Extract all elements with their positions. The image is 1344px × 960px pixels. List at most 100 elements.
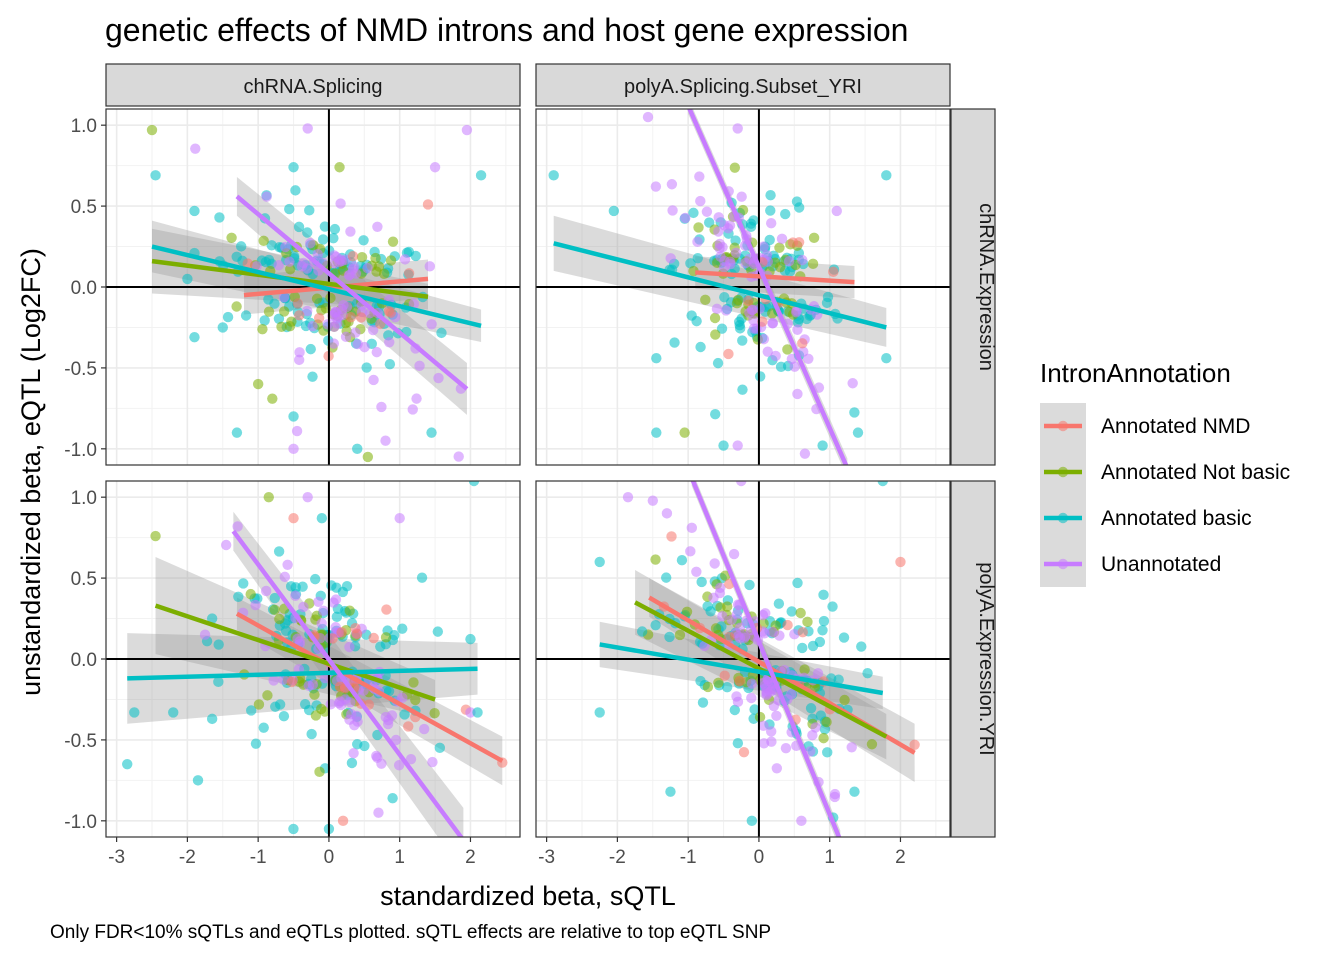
facet-panel xyxy=(535,108,951,466)
data-point xyxy=(399,709,410,720)
data-point xyxy=(724,631,735,643)
data-point xyxy=(325,292,336,304)
data-point xyxy=(770,350,781,362)
data-point xyxy=(453,451,464,462)
data-point xyxy=(146,124,158,136)
col-strip xyxy=(535,63,951,107)
x-tick-label: 0 xyxy=(324,847,335,868)
data-point xyxy=(263,254,275,266)
data-point xyxy=(311,293,323,304)
data-point xyxy=(755,371,766,382)
fit-line xyxy=(151,244,482,329)
data-point xyxy=(713,677,724,689)
data-point xyxy=(403,268,415,279)
data-point xyxy=(292,633,303,644)
panel-border xyxy=(535,108,951,466)
data-point xyxy=(688,207,699,219)
data-point xyxy=(278,711,290,722)
data-point xyxy=(269,592,280,604)
data-point xyxy=(302,305,313,317)
data-point xyxy=(732,738,744,749)
data-point xyxy=(258,722,269,733)
y-tick-label: -1.0 xyxy=(64,812,97,833)
data-point xyxy=(622,491,634,503)
data-point xyxy=(765,205,776,216)
fit-line xyxy=(231,529,464,837)
data-point xyxy=(314,766,325,778)
data-point xyxy=(328,338,340,349)
data-point xyxy=(372,221,383,232)
x-tick-label: 2 xyxy=(895,847,906,868)
data-point xyxy=(242,258,253,269)
data-point xyxy=(721,682,733,693)
data-point xyxy=(813,382,825,393)
data-point xyxy=(817,625,828,636)
data-point xyxy=(245,588,256,600)
y-axis-label: unstandardized beta, eQTL (Log2FC) xyxy=(16,248,46,696)
data-point xyxy=(294,347,305,358)
data-point xyxy=(740,257,751,269)
data-point xyxy=(729,162,741,173)
data-point xyxy=(746,815,758,827)
data-point xyxy=(766,736,777,747)
data-point xyxy=(305,343,316,355)
data-point xyxy=(189,205,200,217)
data-point xyxy=(718,440,729,451)
data-point xyxy=(397,623,408,634)
data-point xyxy=(786,606,797,617)
data-point xyxy=(754,711,766,723)
legend-title: IntronAnnotation xyxy=(1040,358,1231,388)
data-point xyxy=(190,143,201,154)
data-point xyxy=(710,329,721,340)
data-point xyxy=(335,198,346,209)
data-point xyxy=(797,338,808,349)
data-point xyxy=(347,250,359,262)
data-point xyxy=(267,393,278,404)
data-point xyxy=(708,592,719,604)
data-point xyxy=(856,641,867,652)
fit-line xyxy=(690,481,842,837)
data-point xyxy=(310,573,321,585)
data-point xyxy=(434,742,446,754)
data-point xyxy=(909,739,920,750)
data-point xyxy=(279,571,291,583)
data-point xyxy=(895,556,906,568)
data-point xyxy=(292,298,303,309)
data-point xyxy=(259,315,270,326)
data-point xyxy=(375,641,386,652)
data-point xyxy=(422,199,434,210)
data-point xyxy=(290,590,301,601)
data-point xyxy=(231,427,243,438)
data-point xyxy=(337,309,348,321)
y-tick-label: 1.0 xyxy=(71,488,97,509)
data-point xyxy=(416,572,428,583)
data-point xyxy=(472,707,483,718)
data-point xyxy=(805,703,817,714)
data-point xyxy=(686,310,697,321)
data-point xyxy=(791,305,802,316)
data-point xyxy=(711,303,723,315)
data-point xyxy=(713,226,724,237)
data-point xyxy=(792,317,804,328)
data-point xyxy=(822,291,834,303)
data-point xyxy=(831,205,842,217)
data-point xyxy=(330,594,342,605)
data-point xyxy=(789,629,800,640)
data-point xyxy=(302,123,313,134)
data-point xyxy=(328,321,340,333)
data-point xyxy=(728,548,740,560)
data-point xyxy=(313,312,325,324)
data-point xyxy=(740,631,751,642)
data-point xyxy=(376,401,387,413)
data-point xyxy=(389,630,400,641)
data-point xyxy=(122,758,133,770)
row-strip xyxy=(950,480,996,838)
x-tick-label: 1 xyxy=(824,847,835,868)
data-point xyxy=(681,606,693,618)
data-point xyxy=(307,320,318,332)
data-point xyxy=(329,223,341,235)
row-strip xyxy=(950,108,996,466)
data-point xyxy=(358,685,369,696)
data-point xyxy=(839,694,850,706)
data-point xyxy=(373,807,384,818)
